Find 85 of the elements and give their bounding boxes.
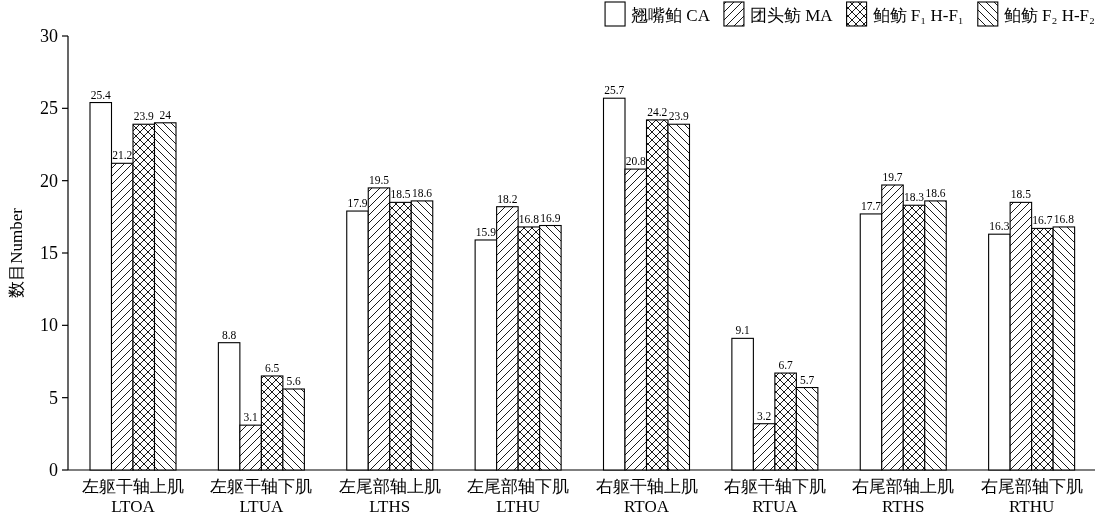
bar [346,210,369,471]
x-tick-label: 左躯干轴下肌 LTUA [210,477,313,516]
data-label: 21.2 [112,149,133,162]
bar [389,201,412,471]
bar [774,372,797,471]
bar [988,233,1011,471]
data-label: 18.6 [925,186,946,199]
data-label: 9.1 [735,324,751,337]
data-label: 18.5 [1010,188,1032,201]
bar [1031,227,1054,471]
bar [367,187,391,471]
bar [624,168,648,471]
data-label: 23.9 [133,110,155,123]
bar [645,119,669,471]
bar [859,213,883,471]
data-label: 19.5 [368,173,390,186]
data-label: 5.6 [286,374,302,387]
bar [902,204,926,471]
legend-label: 团头鲂 MA [749,6,834,25]
data-label: 18.5 [390,188,411,201]
data-label: 18.3 [903,191,925,204]
bar [410,200,434,471]
legend-label: 翘嘴鲌 CA [631,6,711,25]
legend-label: 鲌鲂 F₂ H-F₂ [1003,6,1095,25]
x-tick-label: 左躯干轴上肌 LTOA [82,477,184,516]
data-label: 16.3 [989,220,1010,233]
bar [795,386,819,471]
bar [881,184,904,471]
bar [239,424,262,471]
bar [153,122,177,471]
data-label: 17.9 [347,197,368,210]
data-label: 3.2 [756,409,772,422]
x-tick-label: 左尾部轴上肌 LTHS [338,477,441,516]
data-label: 8.8 [221,328,237,341]
data-label: 16.8 [518,212,540,225]
data-label: 24.2 [647,105,668,118]
data-label: 24 [159,108,172,121]
data-label: 19.7 [882,171,903,184]
x-tick-label: 右尾部轴下肌 RTHU [980,477,1083,516]
data-label: 16.9 [540,211,561,224]
bar [602,97,626,471]
y-tick-label: 20 [40,170,58,191]
data-label: 18.6 [411,186,433,199]
bar [474,239,498,471]
data-label: 20.8 [625,155,647,168]
data-label: 25.7 [604,84,625,97]
bar [539,224,562,471]
y-tick-label: 15 [40,243,58,263]
bar [110,162,134,471]
bar [217,342,241,471]
data-label: 17.7 [860,199,882,212]
bar [667,123,691,471]
legend-label: 鲌鲂 F₁ H-F₁ [872,6,964,25]
y-axis-title: 数目Number [7,207,26,298]
bar [282,388,305,471]
bar [496,206,519,471]
bar [260,375,284,471]
bar [1052,226,1076,471]
bar [731,337,754,471]
y-tick-label: 10 [40,315,58,336]
data-label: 3.1 [243,411,259,424]
x-tick-label: 左尾部轴下肌 LTHU [467,477,570,516]
data-label: 6.7 [778,359,794,372]
data-label: 6.5 [264,361,280,374]
x-tick-label: 右尾部轴上肌 RTHS [852,477,955,516]
bar [132,123,156,471]
bar [924,200,947,471]
plot: 0 5 10 15 20 25 30 数目Number 左躯干轴上肌 LTOA 左躯干轴下肌 LTUA 左尾部轴上肌 LTHS 左尾部轴下肌 LTHU 右躯干轴上肌 RTOA 右躯干轴下肌 RTUA 右尾部轴上肌 RTHS 右尾部轴下肌 RTHU 25.4 8.8 17.9 15.9 25.7 9.1 17.7 16.3 21.2 3.1 19.5 18.2 20.8 3.2 19.7 18.5 23.9 6.5 18.5 16.8 24.2 6.7 18.3 16.7 24 5.6 18.6 16.9 23.9 5.7 18.6 16.8 [7,26,1096,516]
data-label: 5.7 [799,373,815,386]
y-tick-label: 0 [49,460,58,480]
bar [89,102,113,471]
data-label: 25.4 [90,88,112,101]
y-tick-label: 25 [40,98,58,119]
data-label: 15.9 [475,225,497,238]
data-label: 16.7 [1032,214,1053,227]
bar [1009,201,1033,471]
y-tick-label: 30 [40,26,58,46]
bar [517,226,541,471]
bar [752,423,776,471]
x-tick-label: 右躯干轴上肌 RTOA [595,477,698,516]
data-label: 18.2 [497,192,518,205]
x-tick-label: 右躯干轴下肌 RTUA [723,477,826,516]
data-label: 16.8 [1053,212,1075,225]
data-label: 23.9 [668,110,690,123]
y-tick-label: 5 [49,387,58,408]
